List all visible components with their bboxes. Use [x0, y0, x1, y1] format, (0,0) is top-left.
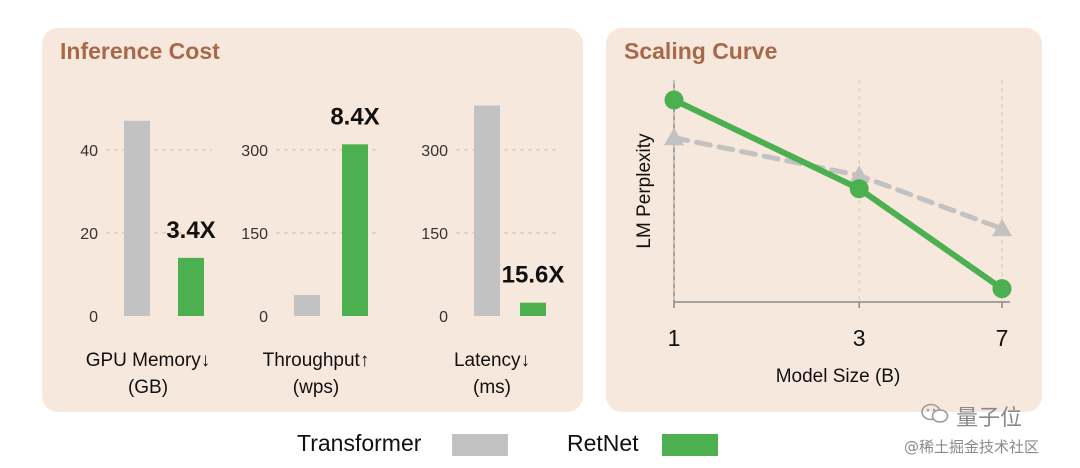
y-axis-title: LM Perplexity [634, 133, 655, 249]
x-tick-label: 3 [853, 325, 866, 351]
x-axis-unit: (ms) [473, 377, 511, 398]
bar-transformer [294, 294, 320, 316]
bar-transformer [474, 105, 500, 317]
point-transformer [664, 127, 684, 146]
speedup-label: 3.4X [166, 217, 215, 244]
x-axis-label: Latency↓ [454, 350, 530, 371]
bar-retnet [342, 144, 368, 316]
x-axis-title: Model Size (B) [776, 366, 901, 387]
series-line-transformer [671, 135, 1005, 232]
point-transformer [992, 218, 1012, 237]
y-tick-label: 20 [80, 226, 98, 243]
speedup-label: 8.4X [330, 103, 379, 130]
legend-item-transformer: Transformer [297, 430, 421, 460]
x-axis-label: GPU Memory↓ [86, 350, 211, 371]
y-tick-label: 40 [80, 143, 98, 160]
y-tick-label: 150 [241, 226, 268, 243]
speedup-label: 15.6X [502, 262, 565, 289]
point-retnet [849, 179, 869, 199]
x-tick-label: 1 [668, 325, 681, 351]
x-axis-label: Throughput↑ [263, 350, 370, 371]
legend-item-retnet: RetNet [567, 430, 639, 460]
legend-label-transformer: Transformer [297, 430, 422, 456]
point-retnet [992, 279, 1012, 299]
x-axis-unit: (wps) [293, 377, 339, 398]
watermark-brand: 量子位 [956, 406, 1023, 431]
inference-cost-title: Inference Cost [60, 38, 220, 64]
y-tick-label: 0 [89, 309, 98, 326]
scaling-curve-title: Scaling Curve [624, 38, 778, 64]
wechat-icon [921, 403, 949, 423]
legend-label-retnet: RetNet [567, 430, 639, 456]
y-tick-label: 300 [421, 143, 448, 160]
bar-retnet [520, 302, 546, 316]
x-tick-label: 7 [996, 325, 1009, 351]
bar-retnet [178, 257, 204, 316]
point-retnet [664, 90, 684, 110]
legend-swatch-transformer [452, 434, 508, 456]
bar-transformer [124, 120, 150, 317]
y-tick-label: 150 [421, 226, 448, 243]
legend-swatch-retnet [662, 434, 718, 456]
watermark-community: @稀土掘金技术社区 [904, 438, 1040, 456]
series-line-retnet [671, 96, 1005, 292]
point-transformer [849, 165, 870, 183]
y-tick-label: 0 [259, 309, 268, 326]
x-axis-unit: (GB) [128, 377, 168, 398]
y-tick-label: 300 [241, 143, 268, 160]
y-tick-label: 0 [439, 309, 448, 326]
